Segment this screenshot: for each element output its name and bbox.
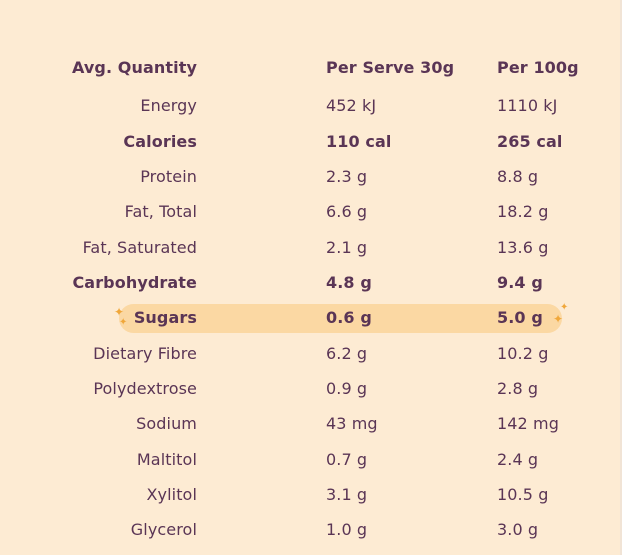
sparkle-icon: ✦ xyxy=(119,317,128,328)
row-name: Maltitol xyxy=(136,450,197,469)
row-name: Protein xyxy=(140,167,197,186)
sparkle-icon: ✦ xyxy=(114,305,125,319)
row-per-serve: 6.2 g xyxy=(326,344,368,363)
row-per-100g: 142 mg xyxy=(497,414,559,433)
row-name: Carbohydrate xyxy=(72,273,197,292)
row-per-100g: 9.4 g xyxy=(497,273,543,292)
row-name: Fat, Saturated xyxy=(82,238,197,257)
table-header-row: Avg. Quantity Per Serve 30g Per 100g xyxy=(0,50,620,85)
row-per-serve: 0.6 g xyxy=(326,308,372,327)
sparkle-icon: ✦ xyxy=(560,302,569,313)
row-name: Sodium xyxy=(136,414,197,433)
table-row: Xylitol 3.1 g 10.5 g xyxy=(0,477,620,512)
table-row-sugars: Sugars 0.6 g 5.0 g xyxy=(0,300,620,335)
row-name: Xylitol xyxy=(146,485,197,504)
row-per-100g: 1110 kJ xyxy=(497,96,558,115)
header-per-serve: Per Serve 30g xyxy=(326,58,455,77)
table-row: Dietary Fibre 6.2 g 10.2 g xyxy=(0,336,620,371)
row-per-serve: 2.1 g xyxy=(326,238,368,257)
table-row: Energy 452 kJ 1110 kJ xyxy=(0,88,620,123)
table-row: Maltitol 0.7 g 2.4 g xyxy=(0,442,620,477)
row-per-serve: 110 cal xyxy=(326,132,392,151)
table-row: Calories 110 cal 265 cal xyxy=(0,124,620,159)
row-per-serve: 0.7 g xyxy=(326,450,368,469)
row-per-100g: 2.8 g xyxy=(497,379,539,398)
page-right-border xyxy=(620,0,622,555)
row-name: Energy xyxy=(140,96,197,115)
row-per-100g: 8.8 g xyxy=(497,167,539,186)
row-per-serve: 6.6 g xyxy=(326,202,368,221)
table-row: Glycerol 1.0 g 3.0 g xyxy=(0,512,620,547)
table-row: Carbohydrate 4.8 g 9.4 g xyxy=(0,265,620,300)
row-per-100g: 5.0 g xyxy=(497,308,543,327)
row-per-100g: 10.5 g xyxy=(497,485,549,504)
table-row: Protein 2.3 g 8.8 g xyxy=(0,159,620,194)
row-per-100g: 265 cal xyxy=(497,132,563,151)
table-row: Polydextrose 0.9 g 2.8 g xyxy=(0,371,620,406)
row-per-serve: 452 kJ xyxy=(326,96,377,115)
row-per-serve: 2.3 g xyxy=(326,167,368,186)
row-per-serve: 0.9 g xyxy=(326,379,368,398)
sparkle-icon: ✦ xyxy=(553,312,564,326)
header-avg-quantity: Avg. Quantity xyxy=(71,58,197,77)
row-per-100g: 2.4 g xyxy=(497,450,539,469)
row-name: Polydextrose xyxy=(93,379,197,398)
table-row: Fat, Total 6.6 g 18.2 g xyxy=(0,194,620,229)
row-name: Sugars xyxy=(133,308,197,327)
row-per-serve: 1.0 g xyxy=(326,520,368,539)
row-per-serve: 4.8 g xyxy=(326,273,372,292)
row-per-serve: 3.1 g xyxy=(326,485,368,504)
row-per-100g: 18.2 g xyxy=(497,202,549,221)
row-per-100g: 10.2 g xyxy=(497,344,549,363)
row-name: Glycerol xyxy=(130,520,197,539)
row-name: Dietary Fibre xyxy=(93,344,197,363)
row-name: Calories xyxy=(123,132,197,151)
row-name: Fat, Total xyxy=(124,202,197,221)
row-per-100g: 13.6 g xyxy=(497,238,549,257)
table-row: Fat, Saturated 2.1 g 13.6 g xyxy=(0,230,620,265)
header-per-100g: Per 100g xyxy=(497,58,579,77)
table-row: Sodium 43 mg 142 mg xyxy=(0,406,620,441)
row-per-100g: 3.0 g xyxy=(497,520,539,539)
row-per-serve: 43 mg xyxy=(326,414,378,433)
sugars-highlight xyxy=(119,304,562,333)
